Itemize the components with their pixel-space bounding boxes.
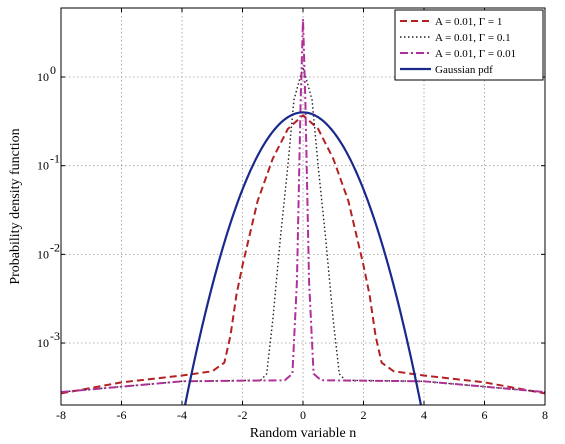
y-tick-label-exponent: -1 [50,152,60,166]
series-line-3 [61,18,545,394]
x-tick-labels: -8 -6 -4 -2 0 2 4 6 8 [56,408,548,422]
legend-entry: Gaussian pdf [435,64,493,76]
y-tick-label-base: 10 [37,70,49,84]
legend-entry: A = 0.01, Γ = 1 [435,16,502,28]
plot-series [61,18,545,405]
x-tick-label: 0 [300,408,306,422]
x-tick-label: 2 [361,408,367,422]
y-tick-label: 10 -2 [37,240,60,261]
x-tick-label: -4 [177,408,187,422]
y-tick-label-exponent: -3 [50,329,60,343]
y-tick-label-base: 10 [37,247,49,261]
y-tick-label-base: 10 [37,336,49,350]
y-axis-label: Probability density function [8,128,23,284]
x-axis-label: Random variable n [250,426,357,441]
y-tick-label-base: 10 [37,159,49,173]
legend-entry: A = 0.01, Γ = 0.1 [435,32,511,44]
x-tick-label: 4 [421,408,427,422]
x-tick-label: 8 [542,408,548,422]
x-tick-label: -8 [56,408,66,422]
y-tick-label: 10 -1 [37,152,60,173]
series-line-4 [183,111,423,405]
legend: A = 0.01, Γ = 1 A = 0.01, Γ = 0.1 A = 0.01… [394,9,544,81]
y-tick-label: 10 -3 [37,329,60,350]
legend-entry: A = 0.01, Γ = 0.01 [435,48,516,60]
x-tick-label: -2 [238,408,248,422]
x-tick-label: -6 [117,408,127,422]
grid [61,8,545,405]
y-tick-label-exponent: -2 [50,240,60,254]
y-tick-label: 10 0 [37,63,56,84]
series-line-1 [61,114,545,395]
y-tick-label-exponent: 0 [50,63,56,77]
x-tick-label: 6 [482,408,488,422]
